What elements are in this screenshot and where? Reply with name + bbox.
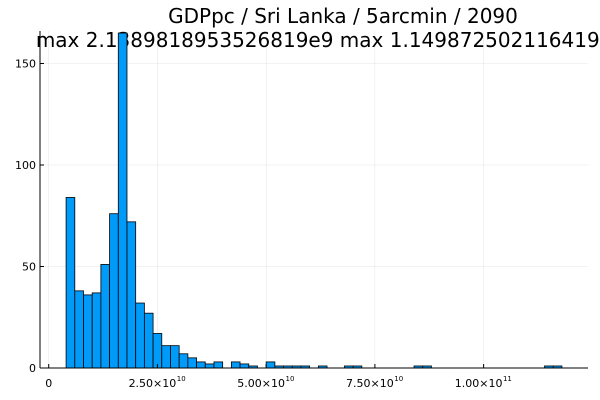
x-tick-label-3: 7.50×10 10 — [346, 375, 403, 390]
x-tick-label-4: 1.00×10 11 — [455, 375, 512, 390]
y-tick-label-2: 100 — [15, 159, 36, 172]
y-tick-label-3: 150 — [15, 57, 36, 70]
histogram-bar-19 — [239, 363, 250, 369]
histogram-bar-9 — [143, 312, 154, 369]
x-tick-mantissa-4: 1.00×10 — [455, 377, 503, 390]
histogram-bar-21 — [265, 361, 276, 369]
x-tick-mantissa-2: 5.00×10 — [237, 377, 285, 390]
histogram-bar-15 — [196, 361, 206, 369]
x-tick-label-1: 2.50×10 10 — [129, 375, 186, 390]
histogram-bar-12 — [170, 345, 180, 369]
x-tick-exponent-1: 10 — [177, 375, 186, 383]
x-tick-label-0: 0 — [45, 377, 52, 390]
histogram-bar-1 — [74, 290, 84, 369]
histogram-bar-3 — [91, 292, 102, 369]
y-tick-label-1: 50 — [22, 260, 36, 273]
histogram-bar-16 — [204, 363, 215, 369]
x-tick-mantissa-1: 2.50×10 — [129, 377, 177, 390]
histogram-bar-2 — [83, 294, 93, 369]
x-ticks: 0 2.50×10 10 5.00×10 10 7.50×10 10 1.00×10 11 — [45, 364, 512, 390]
x-tick-exponent-3: 10 — [394, 375, 403, 383]
chart-title-line-1: GDPpc / Sri Lanka / 5arcmin / 2090 — [168, 4, 518, 28]
axes — [39, 31, 588, 369]
histogram-bar-10 — [152, 333, 163, 369]
x-tick-mantissa-0: 0 — [45, 377, 52, 390]
histogram-bar-4 — [100, 264, 110, 369]
x-tick-exponent-4: 11 — [503, 375, 512, 383]
chart-title-line-2: max 2.1389818953526819e9 max 1.149872502… — [36, 28, 600, 52]
histogram-bar-0 — [65, 197, 76, 369]
x-tick-mantissa-3: 7.50×10 — [346, 377, 394, 390]
bars — [65, 32, 563, 369]
histogram-bar-11 — [161, 345, 171, 369]
histogram-bar-8 — [135, 302, 145, 369]
histogram-bar-17 — [213, 361, 224, 369]
y-tick-label-0: 0 — [29, 362, 36, 375]
histogram-bar-14 — [187, 357, 197, 369]
histogram-bar-6 — [117, 32, 128, 369]
histogram-bar-5 — [109, 213, 119, 369]
y-ticks: 0 50 100 150 — [15, 57, 44, 375]
histogram-bar-18 — [230, 361, 241, 369]
x-tick-label-2: 5.00×10 10 — [237, 375, 294, 390]
x-tick-exponent-2: 10 — [286, 375, 295, 383]
histogram-bar-13 — [178, 353, 189, 369]
histogram-bar-7 — [126, 221, 137, 369]
